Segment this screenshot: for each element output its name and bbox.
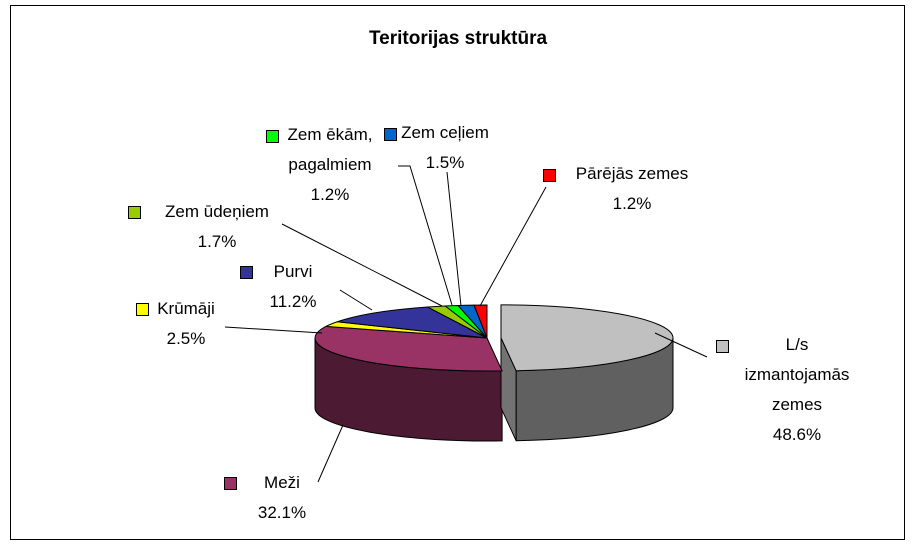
category-label: Meži [264,473,300,492]
value-label: 32.1% [257,503,307,522]
leader-line [281,223,443,307]
legend-key [266,130,279,143]
legend-key [384,128,397,141]
value-label: 1.2% [310,185,350,204]
data-label: Meži 32.1% [252,468,312,528]
legend-key [224,477,237,490]
legend-key [716,340,729,353]
leader-line [446,171,462,307]
data-label: Pārējās zemes 1.2% [542,159,722,219]
value-label: 48.6% [772,425,822,444]
category-label: L/s izmantojamās zemes [744,335,850,414]
category-label: Zem ūdeņiem [165,202,269,221]
category-label: Purvi [273,262,313,281]
leader-line [224,326,323,334]
pie [314,304,674,442]
slice [314,325,503,372]
leader-line [654,332,708,358]
leader-line [479,186,547,307]
slice [500,304,674,372]
leader-line [398,165,453,306]
category-label: Zem ceļiem [401,123,489,142]
legend-key [136,303,149,316]
data-label: Purvi 11.2% [253,257,333,317]
category-label: Zem ēkām, pagalmiem [287,125,373,174]
slice [337,306,488,339]
value-label: 1.7% [197,232,237,251]
category-label: Pārējās zemes [575,164,689,183]
data-label: Zem ūdeņiem 1.7% [142,197,292,257]
legend-key [128,206,141,219]
value-label: 1.5% [425,153,465,172]
data-label: Zem ceļiem 1.5% [385,118,505,178]
value-label: 11.2% [269,292,317,311]
legend-key [543,169,556,182]
chart-title: Teritorijas struktūra [368,28,548,49]
value-label: 1.2% [612,194,652,213]
leader-line [339,289,373,311]
leader-line [317,424,344,483]
data-label: Krūmāji 2.5% [146,294,226,354]
legend-key [240,266,253,279]
data-label: Zem ēkām, pagalmiem 1.2% [275,120,385,210]
category-label: Krūmāji [157,299,215,318]
data-label: L/s izmantojamās zemes 48.6% [742,330,852,450]
value-label: 2.5% [166,329,206,348]
